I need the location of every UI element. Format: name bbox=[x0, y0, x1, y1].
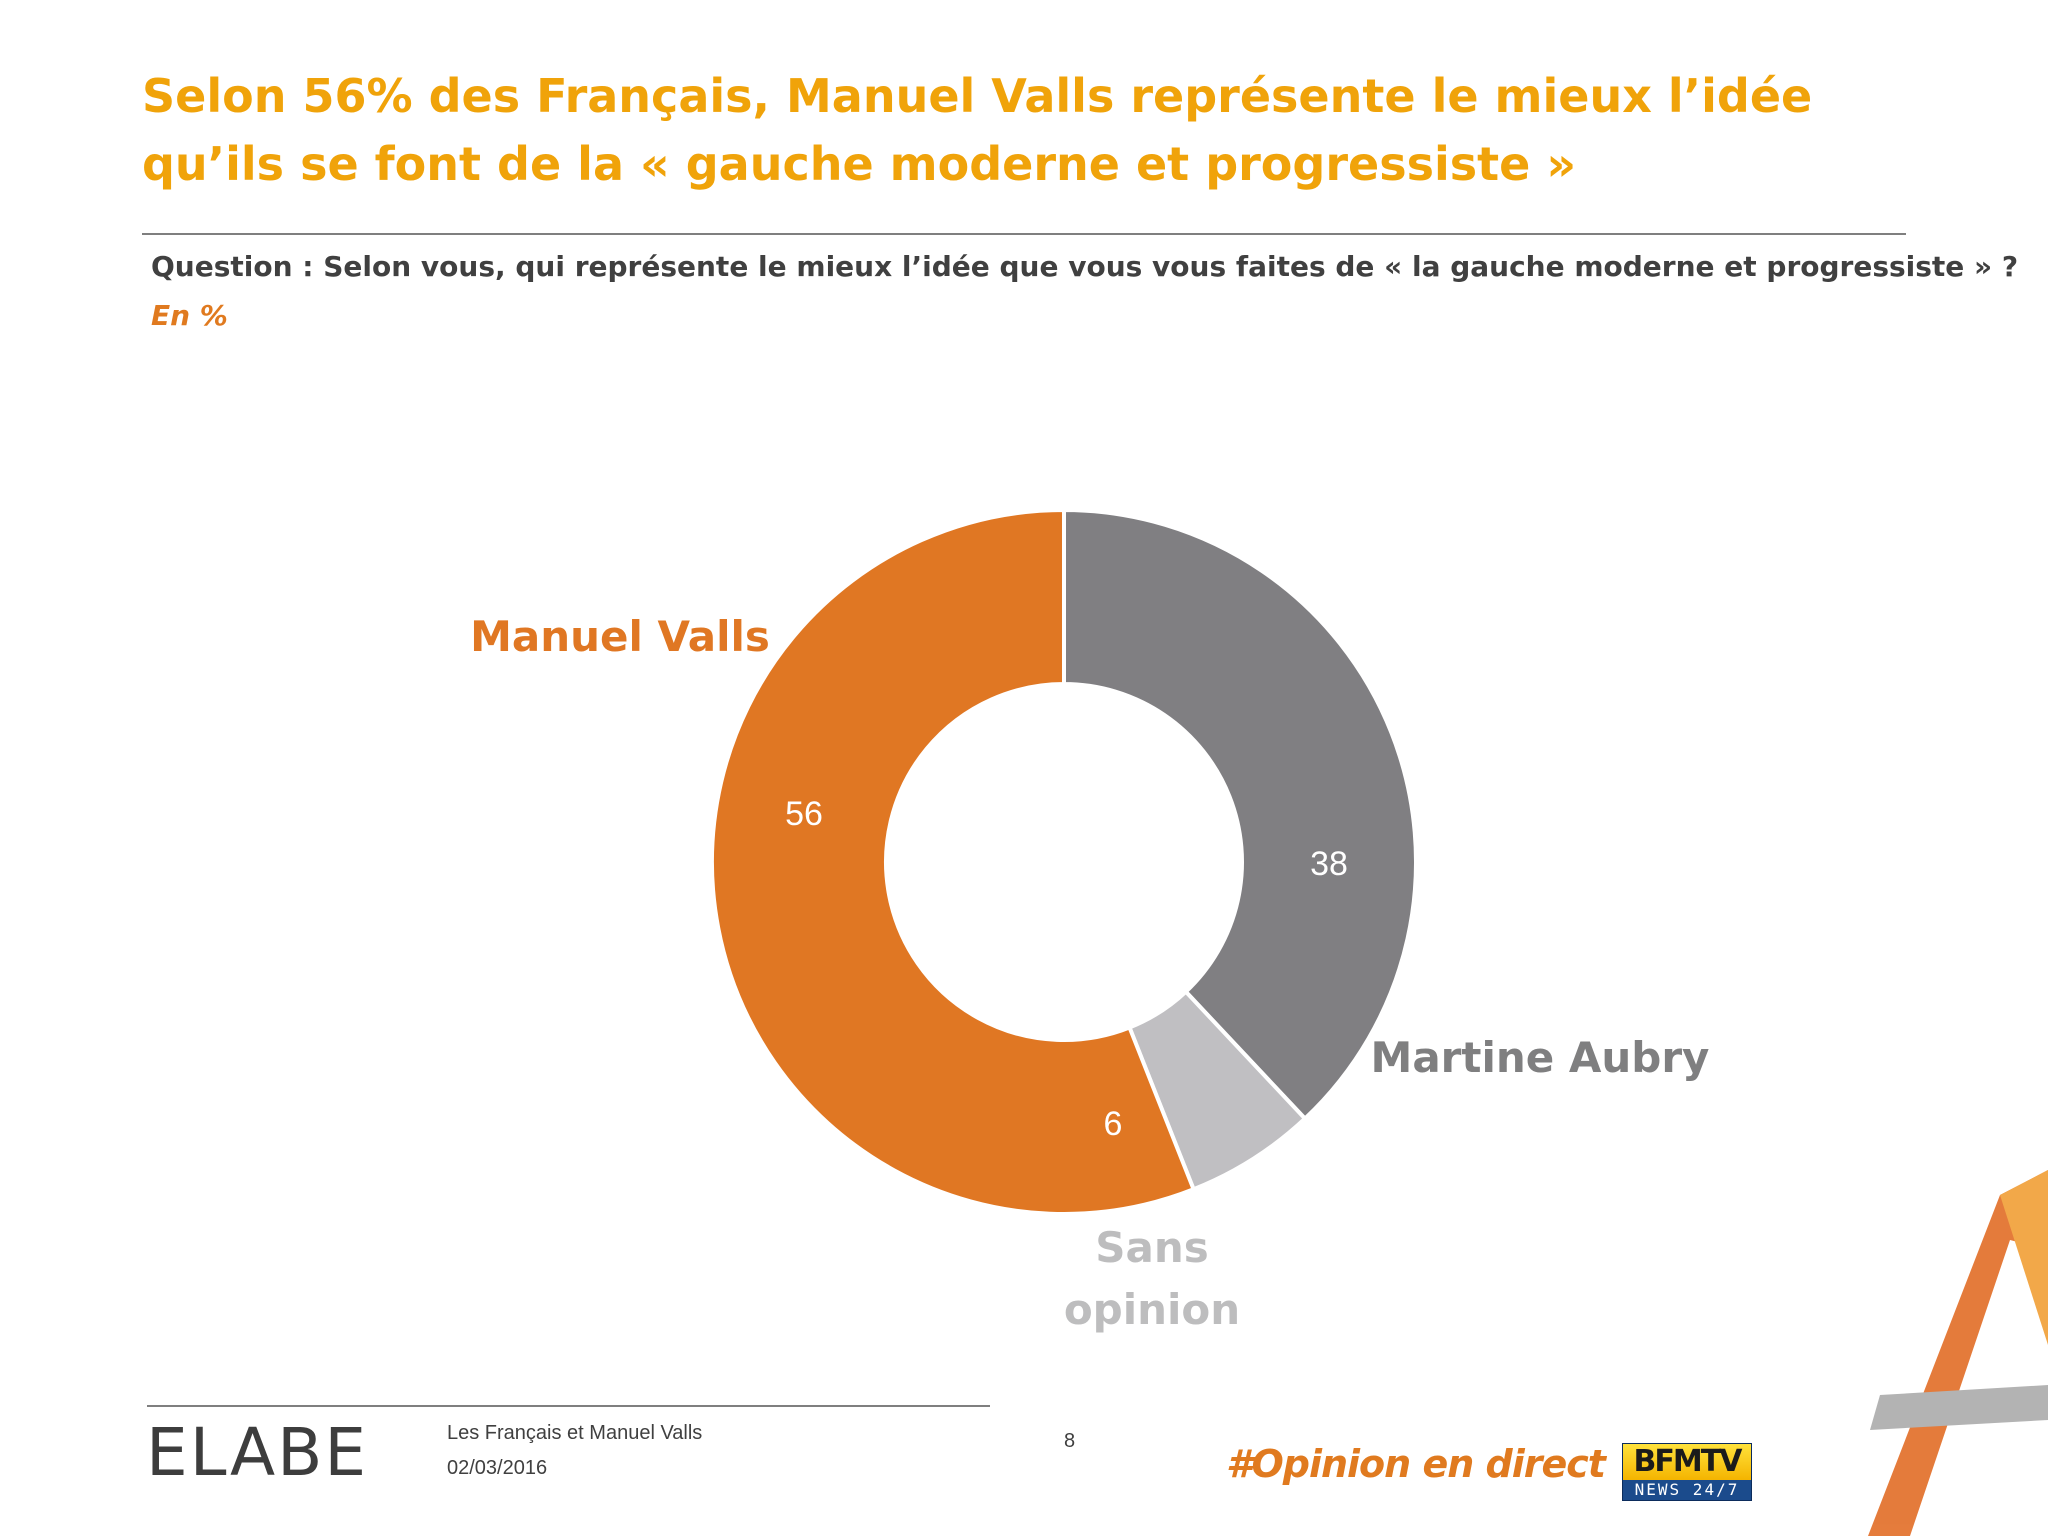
footer-date: 02/03/2016 bbox=[447, 1457, 548, 1479]
category-label-sans-opinion-line-1: Sans bbox=[1095, 1223, 1209, 1272]
footer-title: Les Français et Manuel Valls bbox=[447, 1422, 703, 1444]
donut-category-labels: Martine Aubry Sans opinion Manuel Valls bbox=[470, 612, 1709, 1334]
category-label-manuel-valls: Manuel Valls bbox=[470, 612, 770, 661]
footer-divider bbox=[147, 1405, 990, 1407]
donut-value-labels: 38 6 56 bbox=[785, 795, 1348, 1143]
slide-title: Selon 56% des Français, Manuel Valls rep… bbox=[142, 69, 1813, 191]
value-label-manuel-valls: 56 bbox=[785, 795, 823, 833]
hashtag: #Opinion en direct bbox=[1226, 1442, 1606, 1486]
decorative-swoosh bbox=[1868, 1170, 2048, 1536]
bfmtv-logo-main: BFMTV bbox=[1623, 1444, 1751, 1480]
donut-slices bbox=[710, 507, 1418, 1216]
category-label-martine-aubry: Martine Aubry bbox=[1371, 1033, 1710, 1082]
slice-manuel-valls bbox=[710, 507, 1197, 1216]
category-label-sans-opinion-line-2: opinion bbox=[1064, 1285, 1240, 1334]
bfmtv-logo-sub: NEWS 24/7 bbox=[1634, 1480, 1740, 1499]
elabe-logo: ELABE bbox=[146, 1414, 369, 1491]
value-label-martine-aubry: 38 bbox=[1310, 845, 1348, 883]
survey-question: Question : Selon vous, qui représente le… bbox=[151, 250, 2019, 283]
slice-martine-aubry bbox=[1062, 507, 1418, 1122]
page-number: 8 bbox=[1064, 1430, 1076, 1452]
header-divider bbox=[142, 233, 1906, 235]
unit-label: En % bbox=[151, 299, 228, 332]
value-label-sans-opinion: 6 bbox=[1104, 1105, 1123, 1143]
bfmtv-logo: BFMTV NEWS 24/7 bbox=[1622, 1443, 1752, 1501]
